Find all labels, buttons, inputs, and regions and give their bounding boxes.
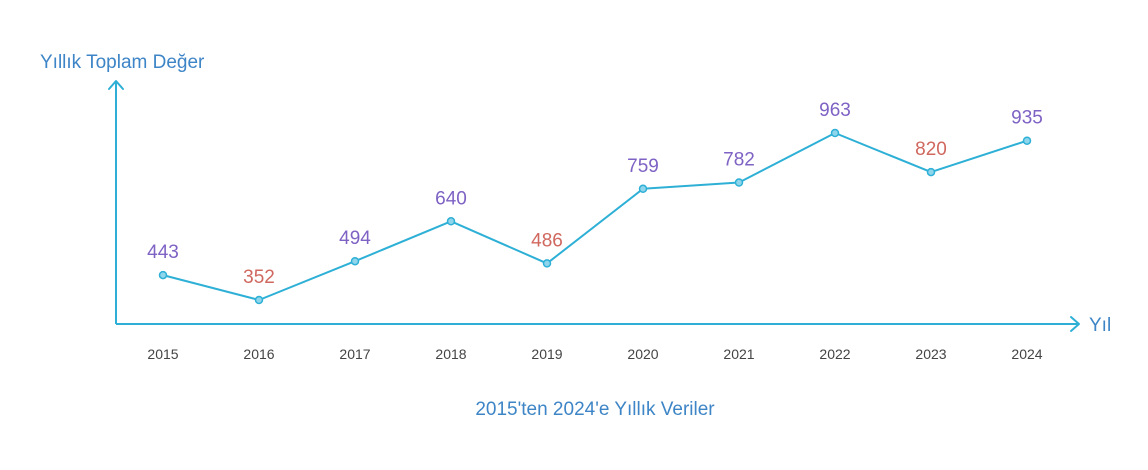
data-label-2019: 486 xyxy=(531,230,563,251)
data-label-2016: 352 xyxy=(243,267,275,288)
data-point-2016 xyxy=(254,295,264,305)
x-tick-label-2019: 2019 xyxy=(531,346,562,362)
series-layer xyxy=(158,128,1032,305)
x-tick-label-2015: 2015 xyxy=(147,346,178,362)
x-tick-label-2024: 2024 xyxy=(1011,346,1042,362)
x-tick-label-2020: 2020 xyxy=(627,346,658,362)
data-label-2022: 963 xyxy=(819,100,851,121)
data-labels: 443 352 494 640 486 759 782 963 820 935 xyxy=(147,100,1043,288)
x-tick-label-2023: 2023 xyxy=(915,346,946,362)
data-label-2018: 640 xyxy=(435,188,467,209)
series-line xyxy=(162,132,1028,301)
x-axis-title: Yıl xyxy=(1089,315,1111,336)
y-axis-arrowhead xyxy=(108,80,124,90)
data-point-2017 xyxy=(350,256,360,266)
data-label-2017: 494 xyxy=(339,228,371,249)
x-axis-arrowhead xyxy=(1070,316,1080,332)
data-point-2021 xyxy=(734,178,744,187)
data-point-2022 xyxy=(830,128,840,138)
data-point-2015 xyxy=(158,270,168,280)
x-tick-label-2016: 2016 xyxy=(243,346,274,362)
data-point-2023 xyxy=(926,167,936,177)
data-label-2020: 759 xyxy=(627,156,659,177)
data-label-2015: 443 xyxy=(147,242,179,263)
data-point-2018 xyxy=(446,217,456,226)
x-tick-label-2017: 2017 xyxy=(339,346,370,362)
x-tick-label-2021: 2021 xyxy=(723,346,754,362)
data-label-2021: 782 xyxy=(723,150,755,171)
data-point-2020 xyxy=(638,184,648,194)
x-tick-label-2018: 2018 xyxy=(435,346,466,362)
data-point-2024 xyxy=(1022,136,1032,145)
y-axis-title: Yıllık Toplam Değer xyxy=(40,52,205,73)
x-tick-label-2022: 2022 xyxy=(819,346,850,362)
data-point-2019 xyxy=(542,259,552,268)
data-label-2023: 820 xyxy=(915,139,947,160)
data-label-2024: 935 xyxy=(1011,108,1043,129)
chart-caption: 2015'ten 2024'e Yıllık Veriler xyxy=(475,399,715,420)
x-tick-labels: 2015 2016 2017 2018 2019 2020 2021 2022 2023 2024 xyxy=(147,346,1042,362)
